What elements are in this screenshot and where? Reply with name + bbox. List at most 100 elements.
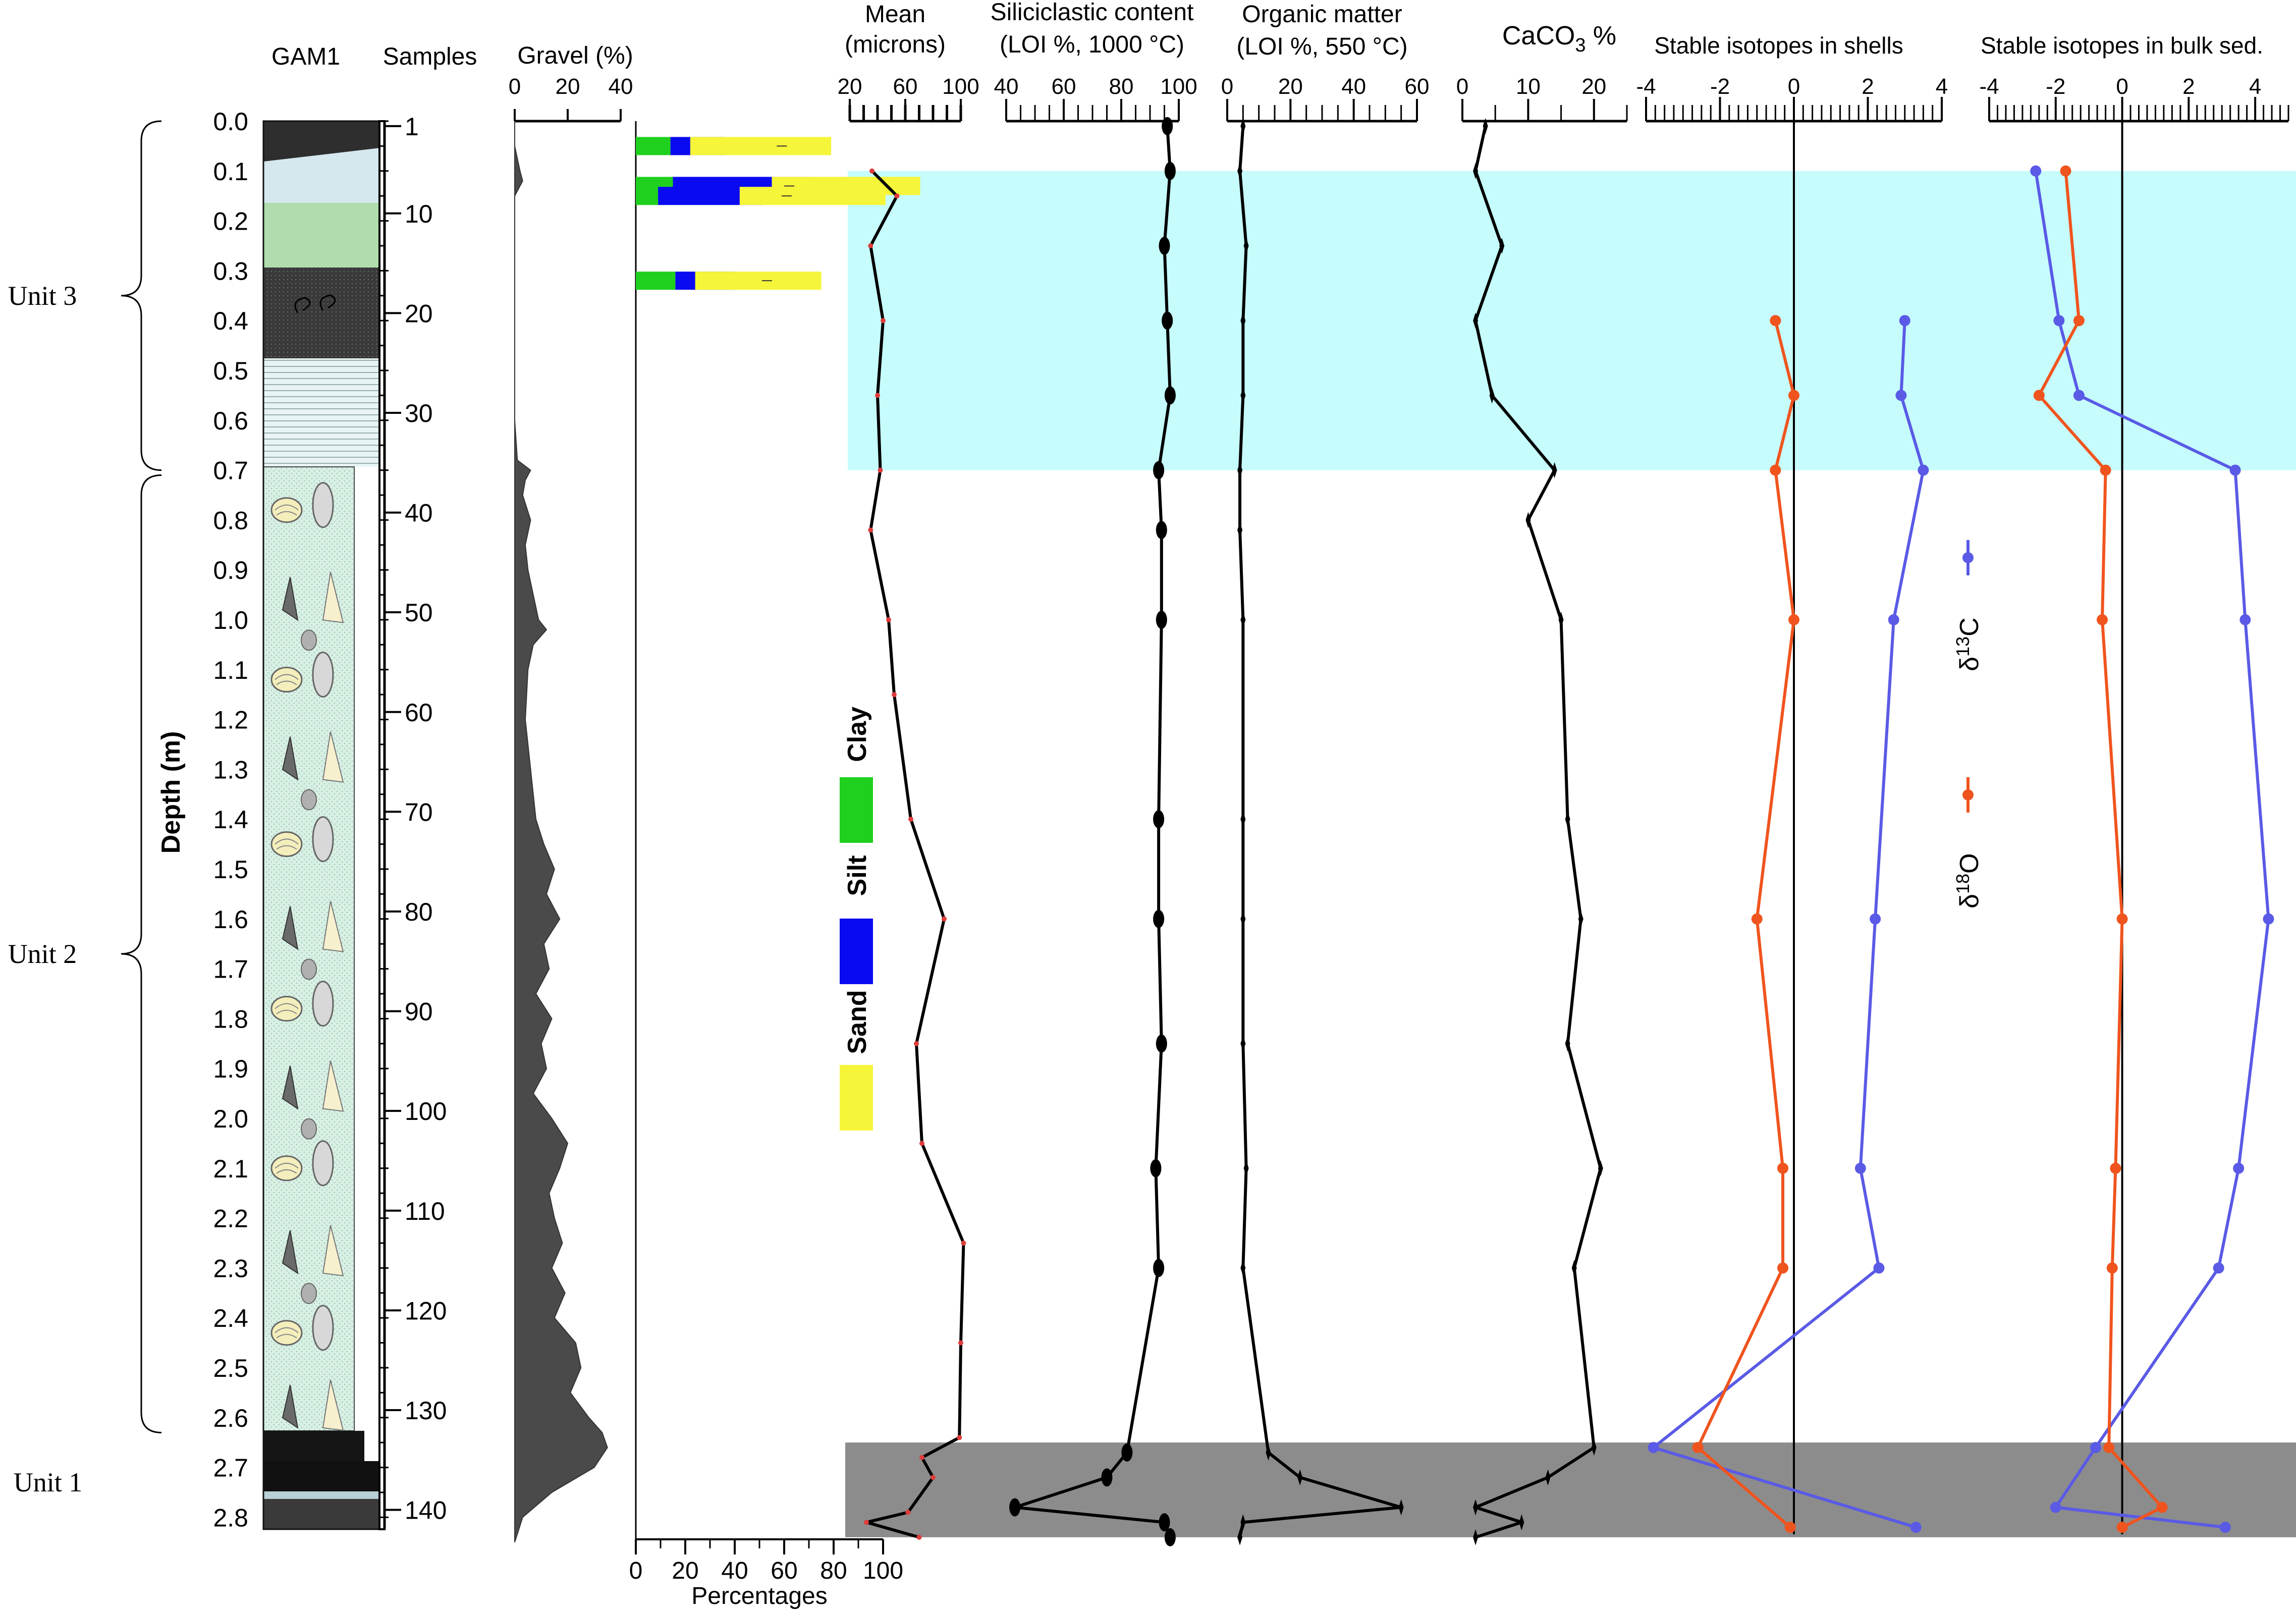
isotopes-shells-point: [1648, 1442, 1659, 1454]
mean-point: [914, 1041, 919, 1046]
isotopes-shells-point: [1895, 390, 1907, 401]
organic-point: [1240, 910, 1246, 927]
isotopes-bulk-point: [2229, 464, 2241, 476]
legend-marker: [1962, 789, 1974, 800]
sample-tick-label: 130: [405, 1396, 447, 1425]
mean-subtitle: (microns): [845, 31, 946, 58]
depth-tick-label: 1.9: [213, 1055, 248, 1083]
organic-point: [1240, 387, 1246, 404]
turritella-shell-icon: [322, 901, 344, 952]
snail-shell-icon: [312, 981, 334, 1027]
core-title: GAM1: [271, 43, 340, 70]
organic-series-line: [1238, 126, 1403, 1538]
caco3-point: [1473, 163, 1479, 179]
gastropod-dark-icon: [282, 1230, 299, 1274]
sample-tick-label: 1: [405, 113, 419, 141]
snail-shell-icon: [312, 482, 334, 528]
depth-tick-label: 1.1: [213, 656, 248, 684]
litho-unit1-bottom: [263, 1499, 385, 1529]
isotopes-shells-point: [1888, 614, 1899, 625]
caco3-panel: CaCO3 % 0 10 20: [1456, 21, 1628, 1545]
depth-tick-label: 0.3: [213, 257, 248, 285]
depth-tick-label: 2.1: [213, 1155, 248, 1183]
legend-label-part: O: [1955, 853, 1984, 874]
organic-point: [1237, 1529, 1243, 1545]
isotopes-bulk-point: [2110, 1162, 2121, 1174]
organic-point: [1240, 312, 1246, 329]
grain-bar-clay: [636, 272, 676, 290]
grain-bar-sand: [695, 272, 822, 290]
depth-tick-label: 2.4: [213, 1304, 248, 1332]
siliciclastic-tick-label: 40: [994, 74, 1019, 99]
isotopes-bulk-point: [2060, 165, 2071, 177]
isotopes-bulk-point: [2233, 1162, 2245, 1174]
siliciclastic-point: [1156, 521, 1167, 540]
siliciclastic-point: [1156, 1034, 1167, 1053]
sample-tick-label: 30: [405, 399, 433, 427]
litho-green: [263, 203, 385, 267]
sample-tick-label: 10: [405, 200, 433, 228]
gravel-tick-label: 40: [609, 74, 633, 99]
depth-tick-label: 0.9: [213, 556, 248, 584]
litho-unit1-light-band: [263, 1491, 385, 1499]
isotopes-shells-tick-label: -2: [1710, 74, 1730, 99]
isotopes-shells-point: [1777, 1262, 1789, 1274]
organic-point: [1240, 811, 1246, 828]
depth-tick-label: 0.1: [213, 157, 248, 186]
depth-tick-label: 1.0: [213, 606, 248, 634]
gastropod-dark-icon: [282, 1065, 299, 1110]
depth-tick-label: 1.7: [213, 955, 248, 984]
depth-tick-label: 1.2: [213, 706, 248, 734]
grain-tick-label: 40: [721, 1557, 748, 1584]
gravel-title: Gravel (%): [517, 42, 633, 69]
isotopes-bulk-tick-label: -4: [1979, 74, 1999, 99]
pebble-shell-icon: [301, 629, 317, 651]
shell-symbols: [270, 482, 344, 1459]
isotopes-bulk-tick-label: 0: [2116, 74, 2128, 99]
sample-tick-label: 140: [405, 1496, 447, 1525]
isotopes-shells-tick-label: 4: [1936, 74, 1948, 99]
caco3-point: [1565, 811, 1570, 828]
gravel-tick-label: 0: [509, 74, 521, 99]
gastropod-dark-icon: [282, 736, 299, 781]
pebble-shell-icon: [301, 1118, 317, 1140]
isotopes-shells-tick-label: 2: [1862, 74, 1874, 99]
gastropod-dark-icon: [282, 906, 299, 950]
siliciclastic-point: [1159, 237, 1170, 255]
isotopes-shells-series-line: [1652, 320, 1925, 1529]
legend-label-part: C: [1955, 617, 1984, 636]
isotopes-bulk-tick-label: 4: [2249, 74, 2261, 99]
isotopes-bulk-point: [2263, 913, 2274, 925]
siliciclastic-point: [1164, 1528, 1176, 1546]
depth-tick-label: 2.0: [213, 1105, 248, 1133]
organic-point: [1240, 1260, 1246, 1276]
litho-laminated: [263, 358, 385, 467]
organic-point: [1243, 1160, 1249, 1176]
snail-shell-icon: [312, 652, 334, 698]
mean-tick-label: 20: [838, 74, 862, 99]
legend-label-part: δ: [1955, 894, 1984, 908]
depth-tick-label: 1.3: [213, 756, 248, 784]
snail-shell-icon: [312, 816, 334, 863]
depth-tick-label: 1.5: [213, 855, 248, 884]
isotopes-shells-point: [1854, 1162, 1866, 1174]
sample-tick-label: 100: [405, 1097, 447, 1125]
depth-tick-label: 0.6: [213, 407, 248, 435]
isotopes-shells-point: [1751, 913, 1763, 925]
siliciclastic-title: Siliciclastic content: [991, 0, 1194, 26]
unit-bracket: [121, 474, 162, 1433]
pebble-shell-icon: [301, 958, 317, 980]
caco3-title-rest: %: [1586, 21, 1616, 50]
isotopes-bulk-point: [2116, 913, 2128, 925]
grain-size-panel: Percentages 0 20 40 60 80 100: [629, 121, 920, 1609]
depth-tick-label: 0.0: [213, 108, 248, 136]
sample-tick-label: 40: [405, 499, 433, 527]
litho-burrow-marks: [294, 294, 336, 313]
mean-point: [881, 318, 886, 324]
depth-tick-label: 0.4: [213, 307, 248, 335]
sample-tick-label: 60: [405, 698, 433, 727]
grain-tick-label: 0: [629, 1557, 643, 1584]
